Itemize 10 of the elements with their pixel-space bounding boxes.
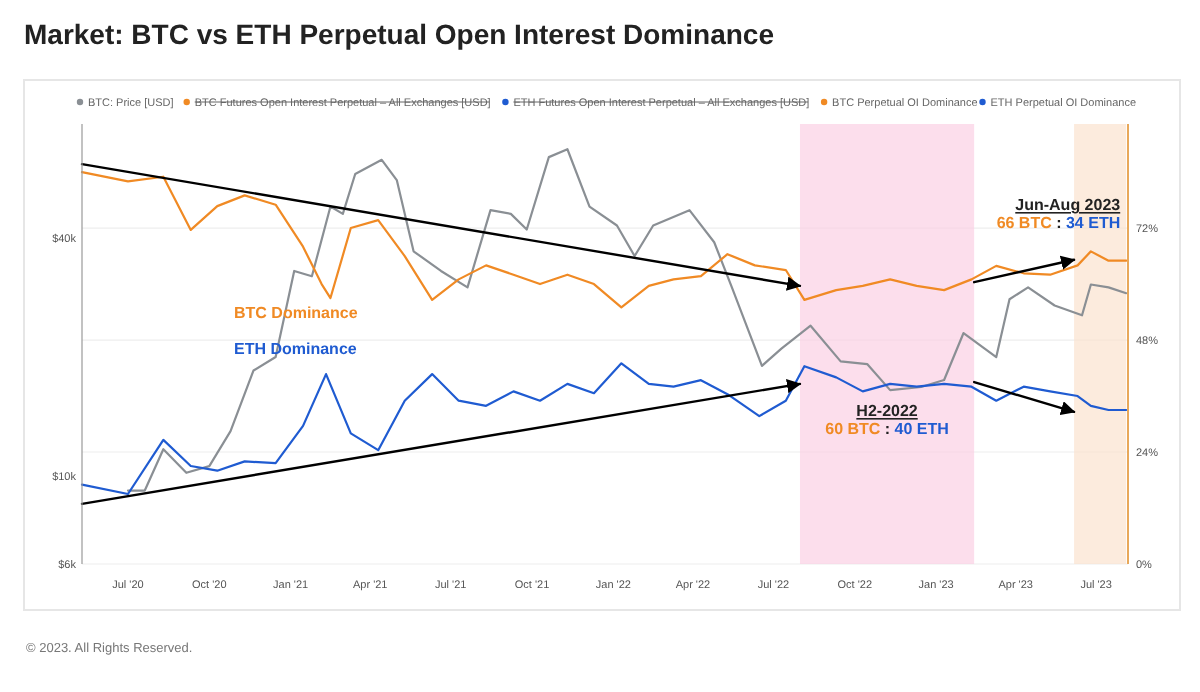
band-label: H2-2022 — [856, 402, 919, 420]
annotation: 66 BTC : 34 ETH — [996, 214, 1121, 232]
band-label: Jun-Aug 2023 — [1015, 196, 1122, 214]
line-series — [80, 362, 1128, 496]
line-series — [126, 148, 1128, 492]
annotation: BTC Dominance — [234, 304, 359, 322]
annotation: ETH Dominance — [234, 340, 358, 358]
line-series — [80, 170, 1128, 309]
chart-title: Market: BTC vs ETH Perpetual Open Interest Dominance — [24, 18, 775, 50]
annotation: 60 BTC : 40 ETH — [825, 420, 950, 438]
